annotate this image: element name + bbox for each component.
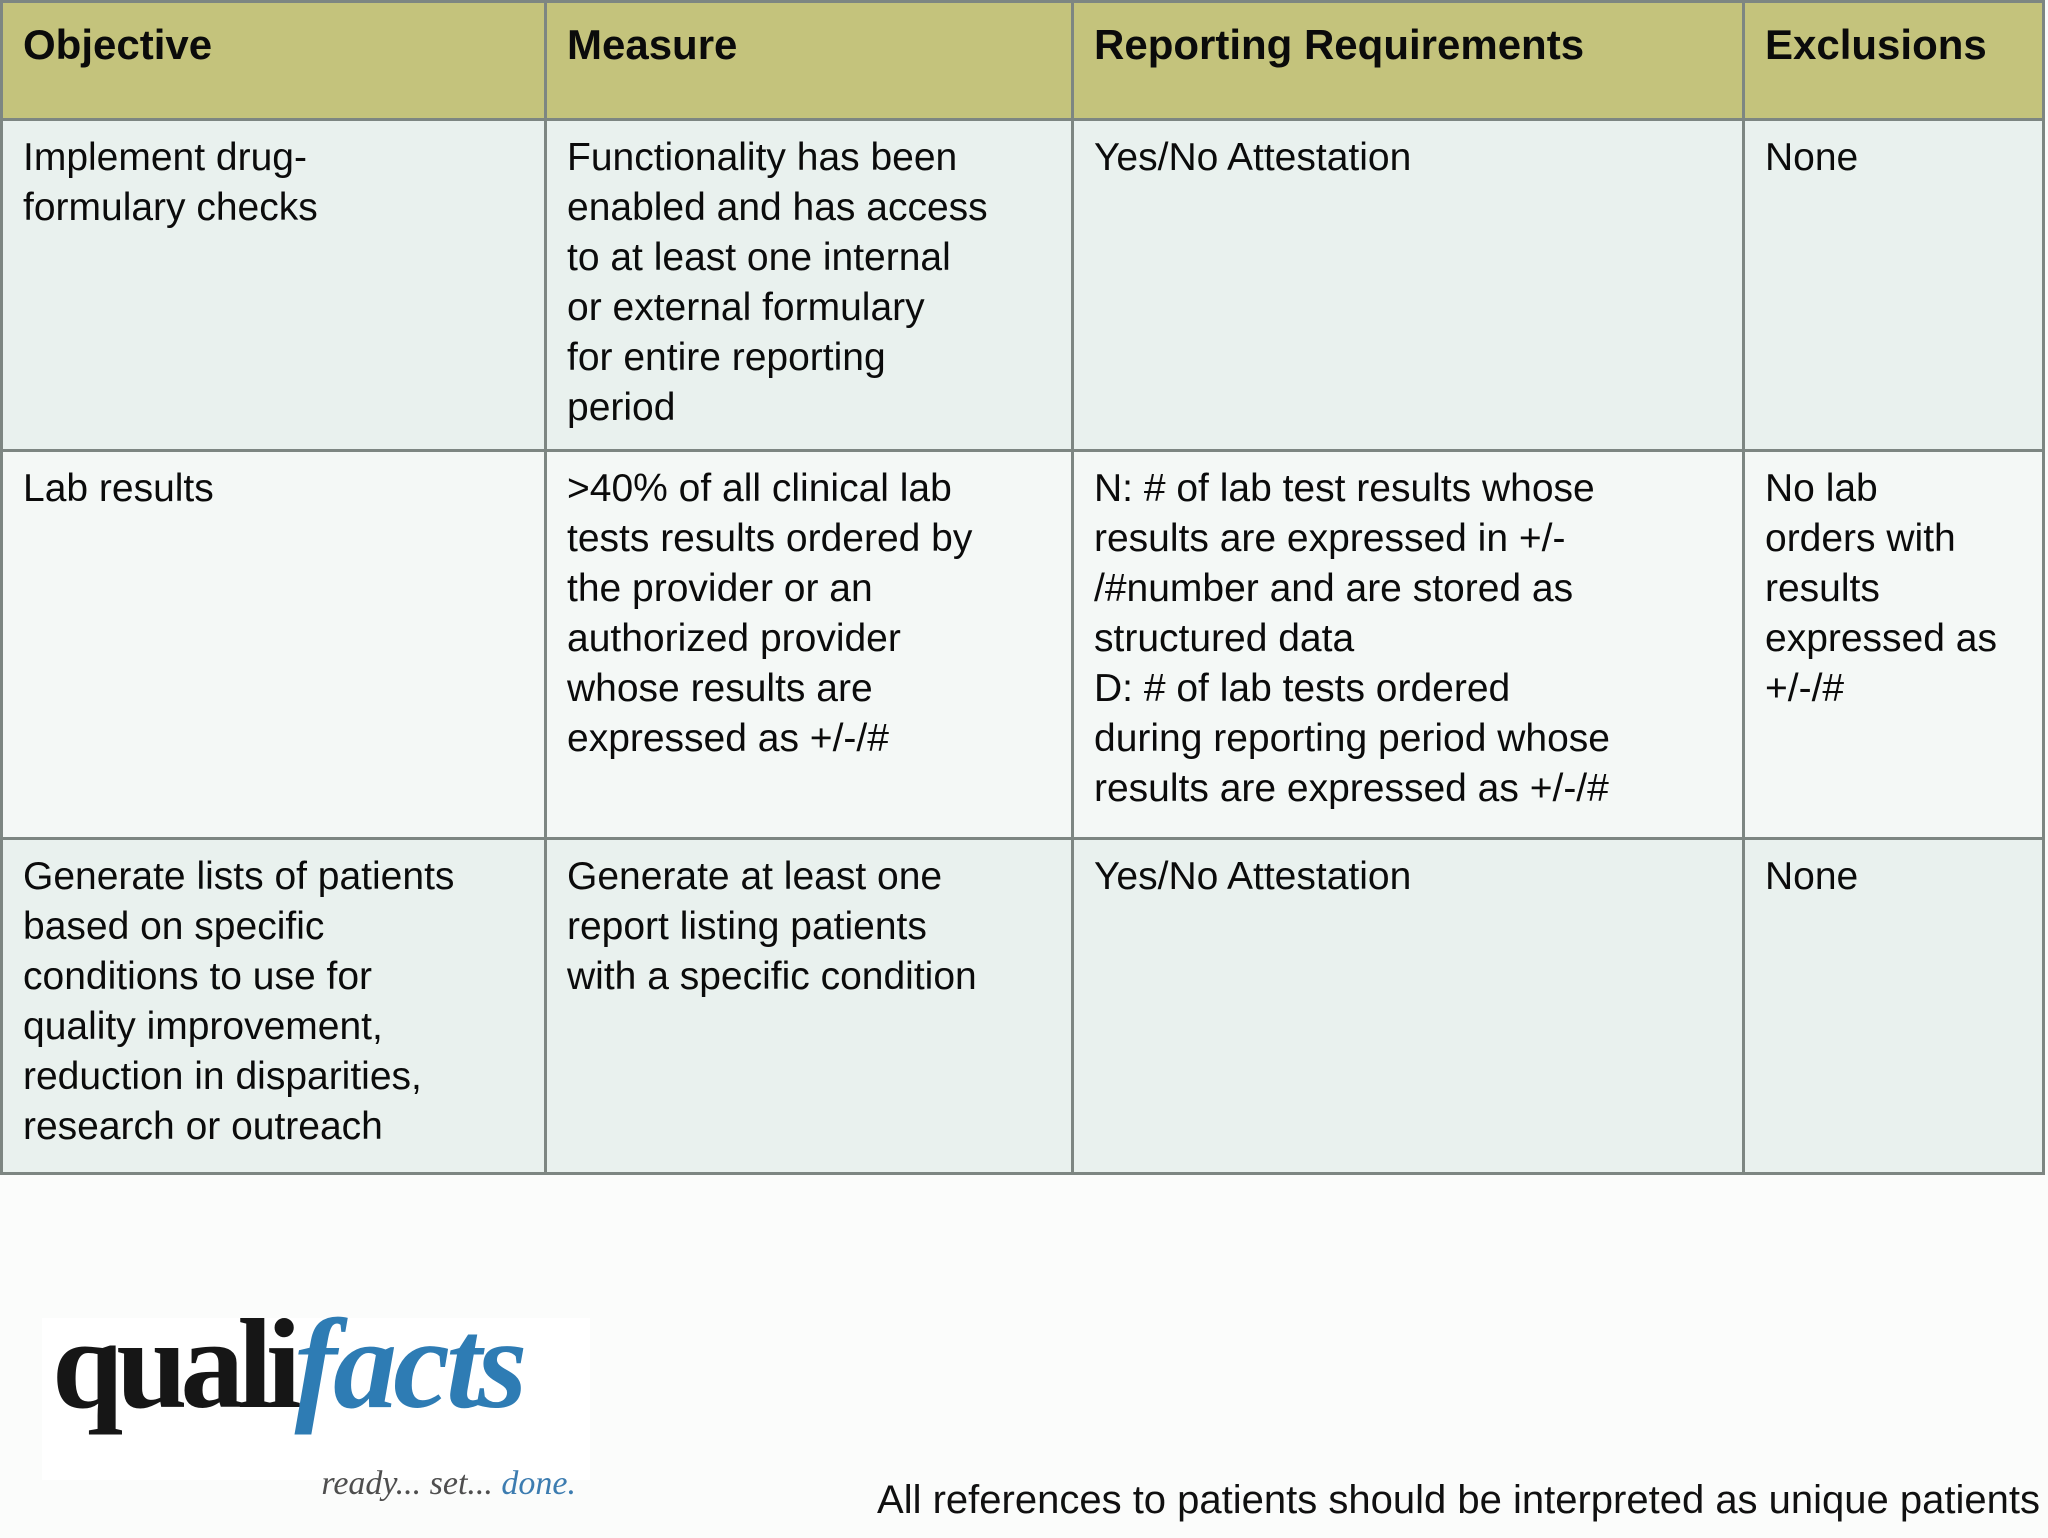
cell-exclusions: None: [1742, 837, 2045, 1175]
qualifacts-wordmark: qualifacts: [52, 1300, 527, 1428]
cell-exclusions: No lab orders with results expressed as …: [1742, 449, 2045, 840]
tagline-ready-set: ready... set...: [321, 1465, 502, 1502]
column-header-exclusions: Exclusions: [1742, 0, 2045, 121]
logo-tagline: ready... set... done.: [287, 1430, 576, 1538]
tagline-done: done.: [501, 1465, 576, 1502]
column-header-measure: Measure: [544, 0, 1074, 121]
table-row: Lab results >40% of all clinical lab tes…: [0, 449, 2045, 840]
table-row: Generate lists of patients based on spec…: [0, 837, 2045, 1175]
cell-measure: Functionality has been enabled and has a…: [544, 118, 1074, 452]
qualifacts-logo: qualifacts ready... set... done.: [42, 1300, 590, 1502]
table-header-row: Objective Measure Reporting Requirements…: [0, 0, 2045, 121]
cell-reporting-requirements: N: # of lab test results whose results a…: [1071, 449, 1745, 840]
cell-exclusions: None: [1742, 118, 2045, 452]
logo-word-facts: facts: [294, 1293, 528, 1435]
column-header-reporting-requirements: Reporting Requirements: [1071, 0, 1745, 121]
table-row: Implement drug- formulary checks Functio…: [0, 118, 2045, 452]
logo-word-quali: quali: [52, 1293, 301, 1435]
cell-reporting-requirements: Yes/No Attestation: [1071, 837, 1745, 1175]
cell-measure: Generate at least one report listing pat…: [544, 837, 1074, 1175]
cell-objective: Lab results: [0, 449, 547, 840]
cell-objective: Generate lists of patients based on spec…: [0, 837, 547, 1175]
meaningful-use-table: Objective Measure Reporting Requirements…: [0, 0, 2045, 1175]
cell-reporting-requirements: Yes/No Attestation: [1071, 118, 1745, 452]
column-header-objective: Objective: [0, 0, 547, 121]
cell-objective: Implement drug- formulary checks: [0, 118, 547, 452]
cell-measure: >40% of all clinical lab tests results o…: [544, 449, 1074, 840]
footer-note: All references to patients should be int…: [877, 1478, 2040, 1522]
